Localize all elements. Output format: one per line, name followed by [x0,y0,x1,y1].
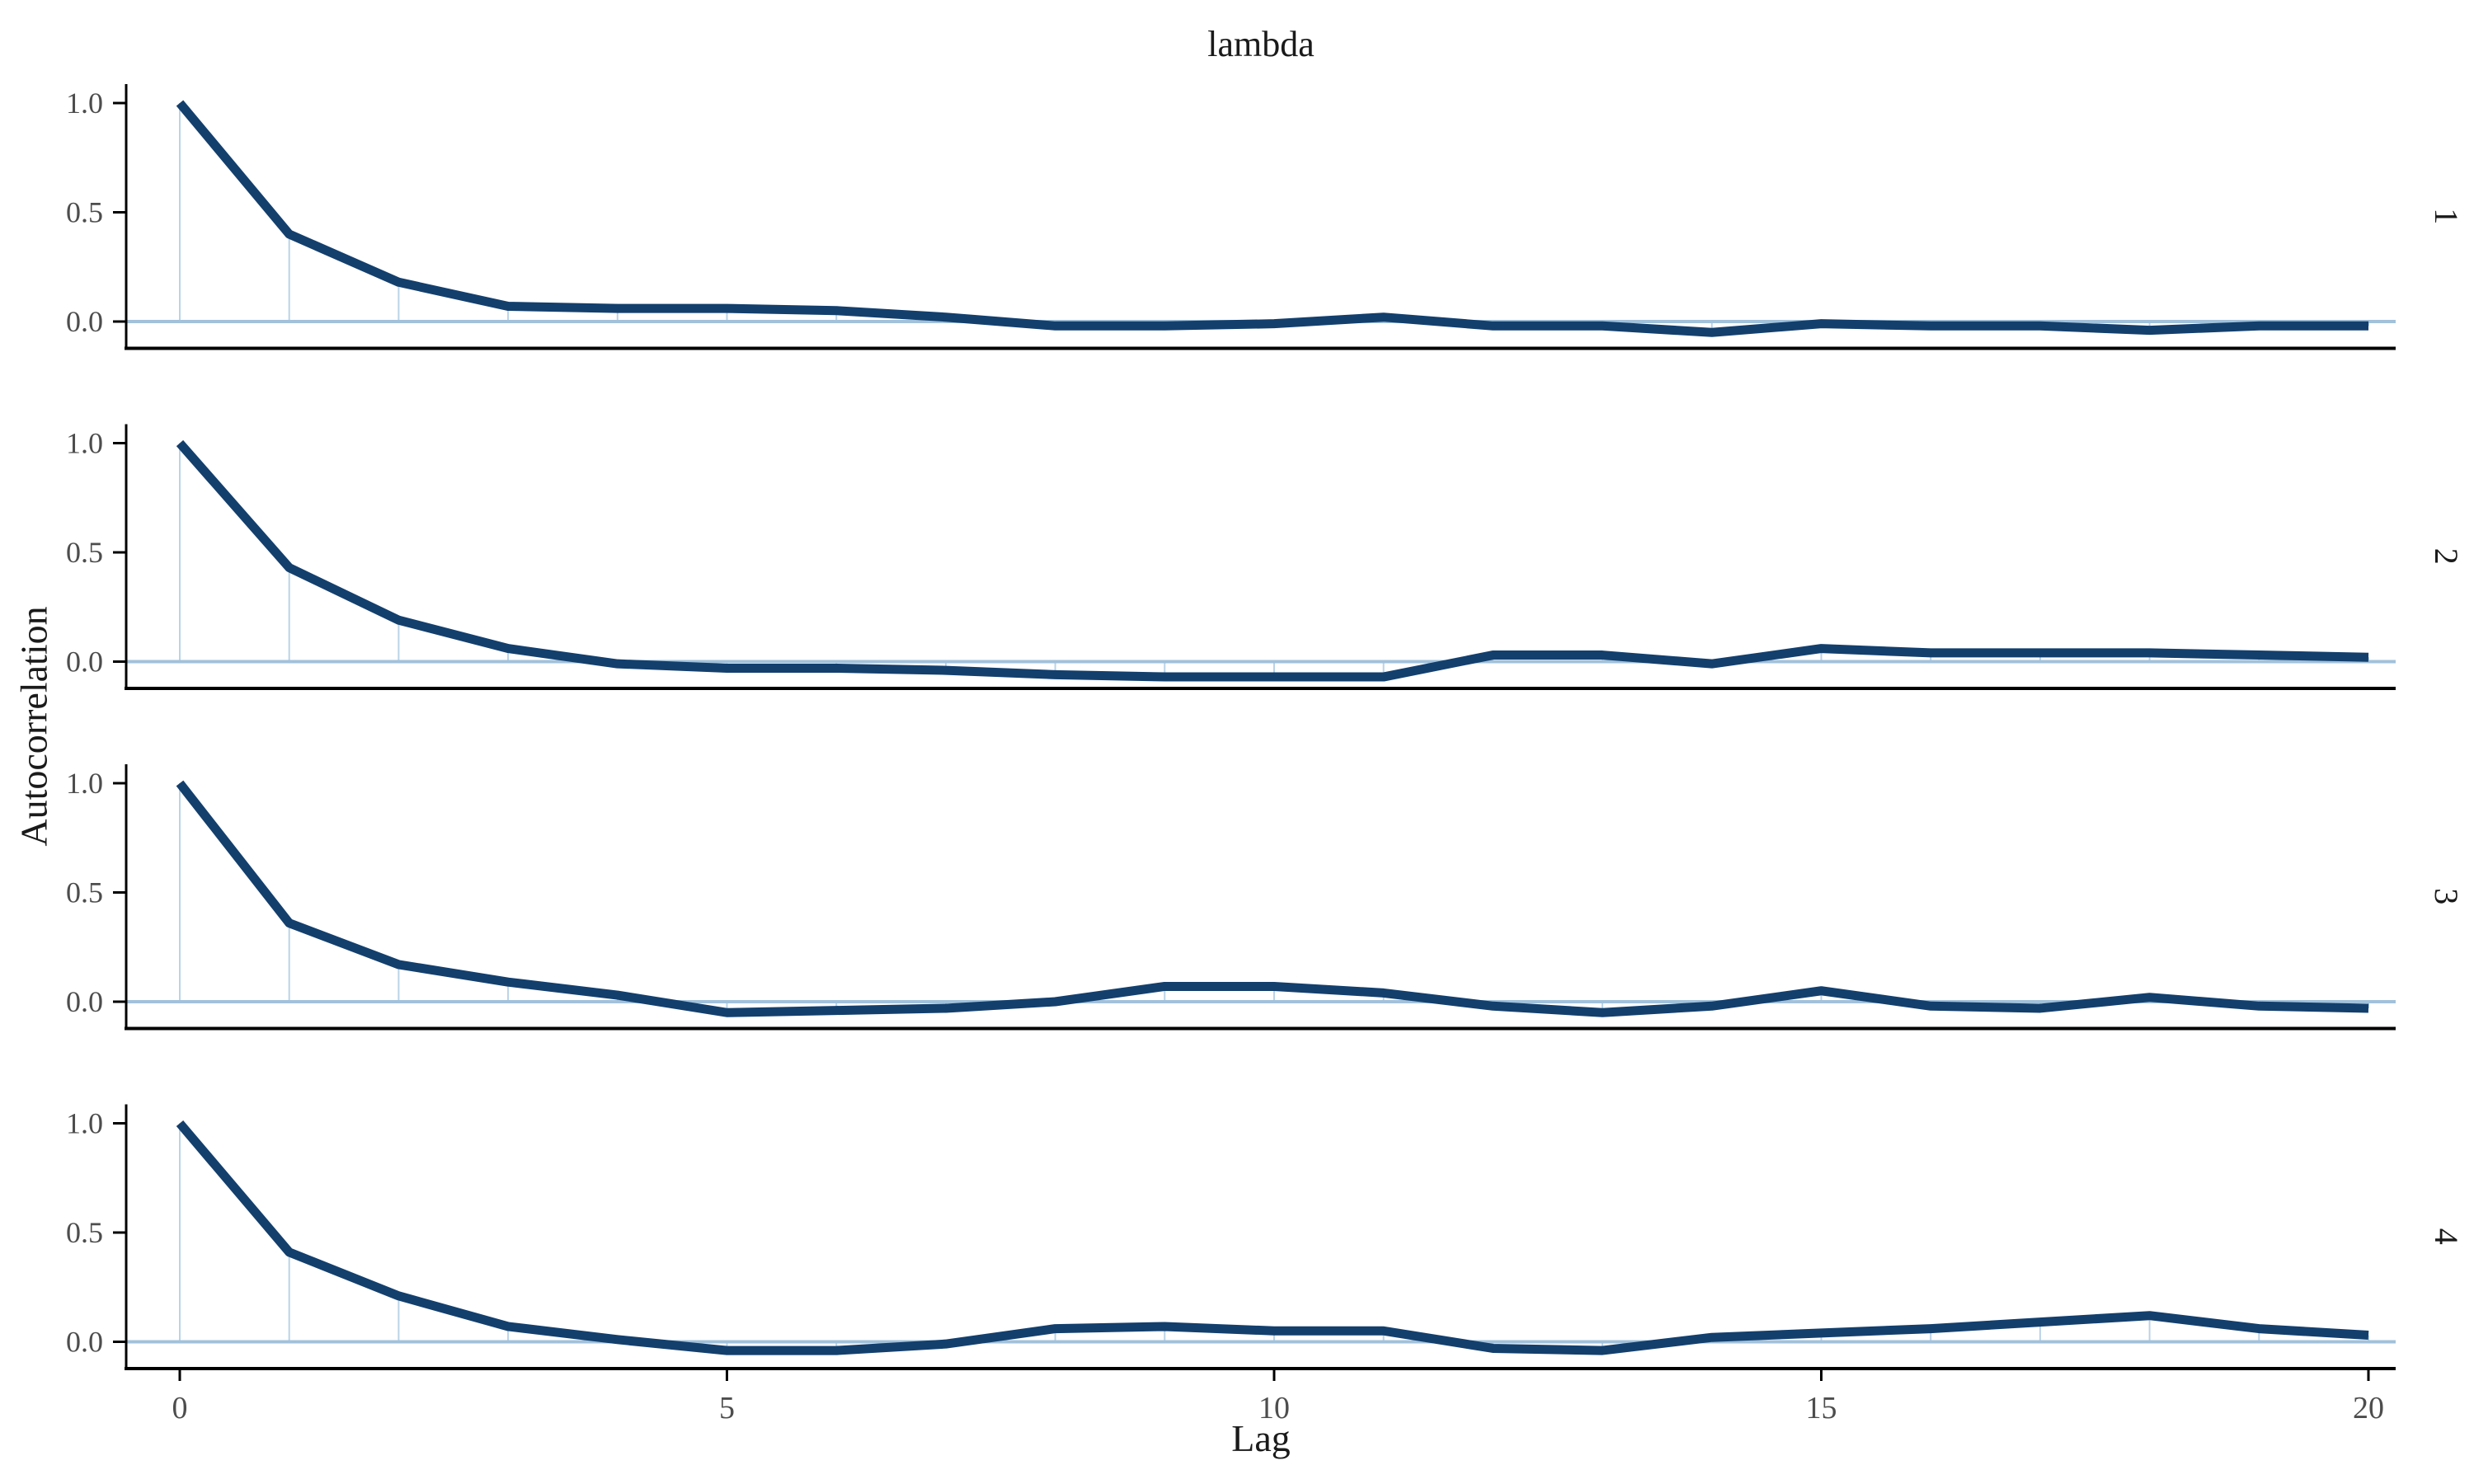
y-tick-label: 0.0 [66,1326,103,1359]
chart-title: lambda [1207,24,1315,64]
y-tick-label: 0.0 [66,646,103,679]
x-tick-label: 5 [719,1391,735,1425]
x-tick-label: 20 [2353,1391,2384,1425]
acf-line [176,780,2369,1017]
y-tick-label: 0.5 [66,876,103,909]
y-tick-label: 1.0 [66,767,103,800]
x-axis-title: Lag [1231,1417,1291,1459]
y-tick-label: 0.5 [66,536,103,569]
acf-line [176,1120,2369,1355]
facet-label: 3 [2428,888,2465,904]
x-tick-label: 0 [172,1391,188,1425]
y-tick-label: 1.0 [66,1107,103,1140]
y-tick-label: 0.5 [66,1216,103,1249]
x-tick-label: 10 [1258,1391,1290,1425]
facet-label: 4 [2428,1228,2465,1245]
facet-label: 1 [2428,208,2465,224]
y-tick-label: 1.0 [66,87,103,120]
acf-line [176,439,2369,682]
y-tick-label: 0.0 [66,985,103,1018]
acf-line [176,100,2368,337]
x-tick-label: 15 [1806,1391,1837,1425]
y-tick-label: 0.0 [66,305,103,338]
y-tick-label: 1.0 [66,427,103,460]
y-tick-label: 0.5 [66,196,103,229]
facet-label: 2 [2428,548,2465,565]
